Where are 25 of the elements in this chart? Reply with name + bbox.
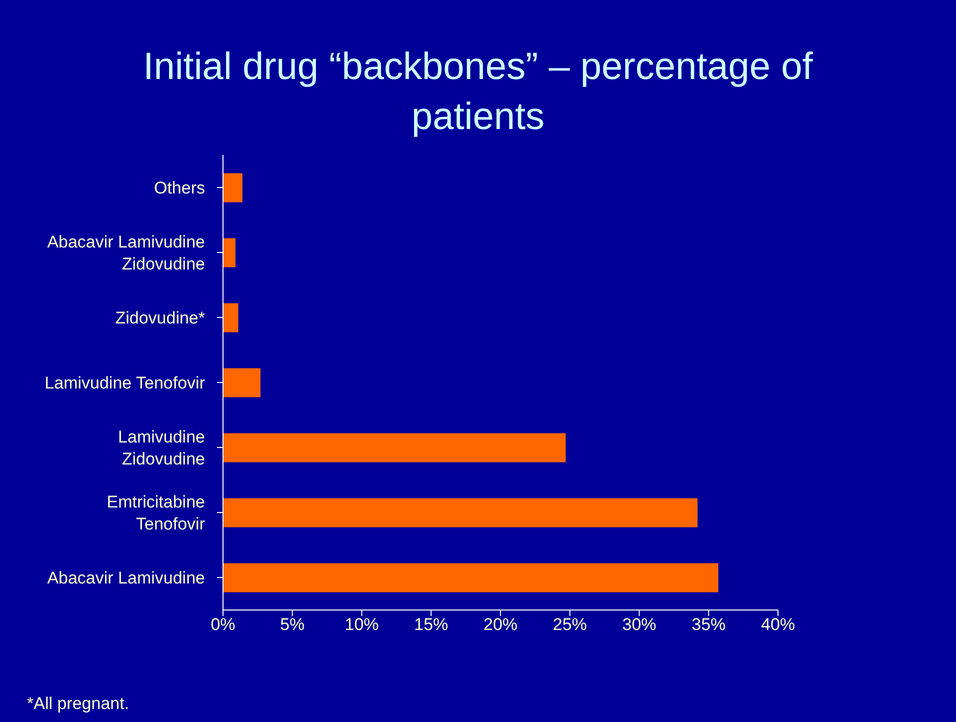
bar [223, 368, 260, 398]
y-tick-label: Emtricitabine Tenofovir [106, 492, 206, 533]
bar [223, 173, 242, 202]
x-tick-label: 15% [414, 615, 448, 634]
y-tick-label: Others [154, 178, 205, 197]
x-tick-label: 5% [280, 615, 305, 634]
y-tick-label: Zidovudine* [115, 308, 206, 327]
text: *All pregnant. [27, 694, 130, 714]
y-tick-label: Abacavir Lamivudine [47, 568, 205, 587]
x-tick-label: 20% [483, 615, 518, 634]
bar [223, 238, 236, 268]
bar [223, 563, 718, 592]
x-tick-label: 30% [622, 615, 656, 634]
y-tick-label: Abacavir Lamivudine Zidovudine [47, 232, 205, 273]
bar [223, 433, 566, 462]
x-tick-label: 10% [344, 615, 379, 634]
y-tick-label: Lamivudine Zidovudine [118, 427, 205, 468]
y-tick-label: Lamivudine Tenofovir [44, 373, 206, 392]
chart-title: Initial drug “backbones” – percentage of patients [142, 45, 814, 140]
x-tick-label: 40% [760, 615, 796, 634]
x-tick-label: 0% [210, 615, 236, 634]
x-tick-label: 25% [552, 615, 587, 634]
x-tick-label: 35% [692, 615, 726, 634]
bar [223, 303, 238, 332]
bar [223, 498, 698, 528]
